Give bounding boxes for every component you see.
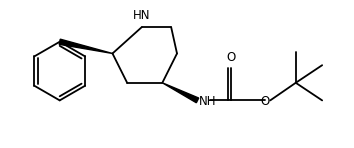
Text: NH: NH <box>199 95 217 108</box>
Text: O: O <box>260 95 270 108</box>
Polygon shape <box>59 39 113 53</box>
Polygon shape <box>162 83 199 103</box>
Text: HN: HN <box>133 9 150 22</box>
Text: O: O <box>227 51 236 64</box>
